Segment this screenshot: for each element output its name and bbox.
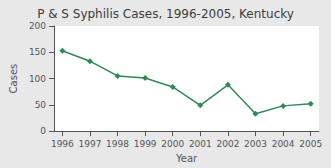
svg-text:50: 50: [35, 100, 47, 110]
svg-text:2002: 2002: [216, 139, 239, 149]
svg-text:2001: 2001: [189, 139, 212, 149]
svg-text:100: 100: [29, 74, 46, 84]
svg-text:0: 0: [40, 126, 46, 136]
svg-text:Year: Year: [175, 153, 198, 164]
svg-text:2005: 2005: [299, 139, 322, 149]
svg-text:2000: 2000: [161, 139, 184, 149]
svg-text:P & S Syphilis Cases, 1996-200: P & S Syphilis Cases, 1996-2005, Kentuck…: [37, 7, 294, 21]
svg-text:1997: 1997: [78, 139, 101, 149]
svg-text:Cases: Cases: [8, 64, 19, 94]
svg-text:1996: 1996: [51, 139, 74, 149]
svg-text:1998: 1998: [106, 139, 129, 149]
svg-text:200: 200: [29, 21, 46, 31]
svg-text:150: 150: [29, 47, 46, 57]
svg-text:2003: 2003: [244, 139, 267, 149]
svg-text:2004: 2004: [272, 139, 295, 149]
svg-text:1999: 1999: [134, 139, 157, 149]
